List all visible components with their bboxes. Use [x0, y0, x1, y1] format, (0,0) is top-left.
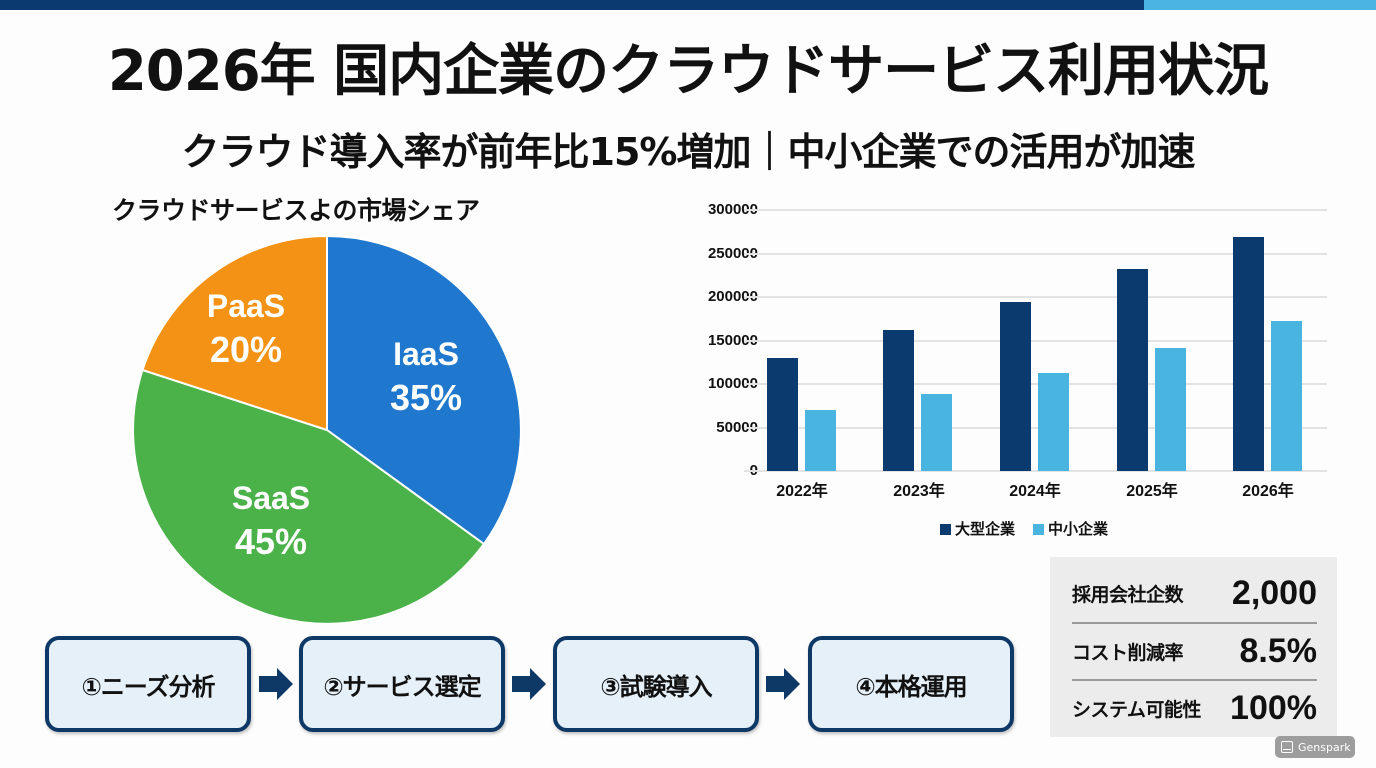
legend-swatch-large-icon	[940, 523, 951, 535]
process-step-label: ②サービス選定	[323, 672, 481, 701]
top-accent-bar-dark	[0, 0, 1144, 10]
pie-slice-saas	[132, 368, 486, 625]
bar-large-2024	[1000, 302, 1031, 471]
genspark-watermark[interactable]: Genspark	[1275, 736, 1355, 758]
bar-large-2026	[1233, 237, 1264, 471]
page-title: 2026年 国内企業のクラウドサービス利用状況	[107, 39, 1269, 104]
stat-value: 2,000	[1231, 574, 1317, 612]
y-tick: 0	[650, 462, 758, 480]
pie-label-saas-name: SaaS	[231, 480, 311, 516]
bar-sme-2025	[1155, 348, 1186, 471]
gridline	[744, 427, 1327, 429]
bar-sme-2026	[1271, 321, 1302, 471]
stat-row-system: システム可能性 100%	[1072, 679, 1317, 736]
stat-label: システム可能性	[1072, 699, 1201, 721]
gridline	[744, 340, 1327, 342]
stat-row-companies: 採用会社企数 2,000	[1072, 565, 1317, 622]
gridline	[744, 253, 1327, 255]
process-step-4: ④本格運用	[808, 636, 1014, 732]
stat-label: コスト削減率	[1072, 642, 1184, 664]
bar-sme-2022	[805, 410, 836, 471]
arrow-right-icon	[512, 668, 546, 700]
pie-chart: IaaS 35% SaaS 45% PaaS 20%	[131, 234, 523, 626]
x-tick: 2025年	[1126, 483, 1178, 500]
bar-chart-legend: 大型企業 中小企業	[940, 518, 1108, 540]
pie-label-iaas: IaaS 35%	[361, 332, 491, 420]
bar-large-2022	[767, 358, 798, 471]
gridline	[744, 296, 1327, 298]
pie-label-saas: SaaS 45%	[201, 476, 341, 564]
stat-value: 100%	[1230, 689, 1317, 727]
arrow-right-icon	[259, 668, 293, 700]
bar-large-2023	[883, 330, 914, 471]
pie-slice-paas	[141, 234, 328, 432]
gridline	[744, 209, 1327, 211]
stat-label: 採用会社企数	[1072, 584, 1184, 606]
pie-label-paas-pct: 20%	[209, 329, 283, 370]
stat-row-cost-reduction: コスト削減率 8.5%	[1072, 622, 1317, 679]
top-accent-bar	[0, 0, 1376, 10]
legend-item-large: 大型企業	[940, 518, 1015, 540]
legend-label-sme: 中小企業	[1048, 520, 1109, 538]
watermark-label: Genspark	[1298, 740, 1351, 754]
pie-label-saas-pct: 45%	[234, 521, 308, 562]
pie-label-paas: PaaS 20%	[181, 284, 311, 372]
pie-label-iaas-pct: 35%	[389, 377, 463, 418]
process-step-2: ②サービス選定	[299, 636, 505, 732]
x-tick: 2026年	[1242, 483, 1294, 500]
stats-panel: 採用会社企数 2,000 コスト削減率 8.5% システム可能性 100%	[1050, 557, 1337, 737]
gridline	[744, 383, 1327, 385]
process-step-label: ③試験導入	[600, 672, 712, 701]
y-tick: 250000	[707, 245, 758, 262]
process-step-1: ①ニーズ分析	[45, 636, 251, 732]
y-tick: 150000	[707, 332, 758, 349]
page-subtitle: クラウド導入率が前年比15%増加｜中小企業での活用が加速	[181, 130, 1196, 174]
pie-label-iaas-name: IaaS	[393, 336, 459, 372]
y-tick: 300000	[707, 201, 758, 218]
x-tick: 2022年	[776, 483, 828, 500]
y-tick: 100000	[707, 375, 758, 392]
process-step-3: ③試験導入	[553, 636, 759, 732]
pie-label-paas-name: PaaS	[206, 288, 286, 324]
y-tick: 200000	[707, 288, 758, 305]
bar-large-2025	[1117, 269, 1148, 471]
pie-slice-iaas	[326, 234, 522, 546]
bar-chart: 300000 250000 200000 150000 100000 50000…	[650, 195, 1350, 555]
stat-value: 8.5%	[1239, 632, 1318, 670]
pie-chart-title: クラウドサービスよの市場シェア	[112, 196, 480, 225]
bar-sme-2023	[921, 394, 952, 471]
process-step-label: ④本格運用	[855, 672, 967, 701]
arrow-right-icon	[766, 668, 800, 700]
sparkle-icon	[1281, 741, 1293, 753]
gridline-baseline	[744, 470, 1327, 472]
pie-chart-graphic	[132, 234, 522, 625]
legend-label-large: 大型企業	[955, 520, 1016, 538]
bar-sme-2024	[1038, 373, 1069, 471]
x-tick: 2023年	[893, 483, 945, 500]
legend-swatch-sme-icon	[1033, 523, 1045, 535]
process-step-label: ①ニーズ分析	[81, 672, 215, 701]
legend-item-sme: 中小企業	[1033, 518, 1108, 540]
x-tick: 2024年	[1009, 483, 1061, 500]
top-accent-bar-light	[1144, 0, 1376, 10]
y-tick: 50000	[716, 419, 758, 436]
